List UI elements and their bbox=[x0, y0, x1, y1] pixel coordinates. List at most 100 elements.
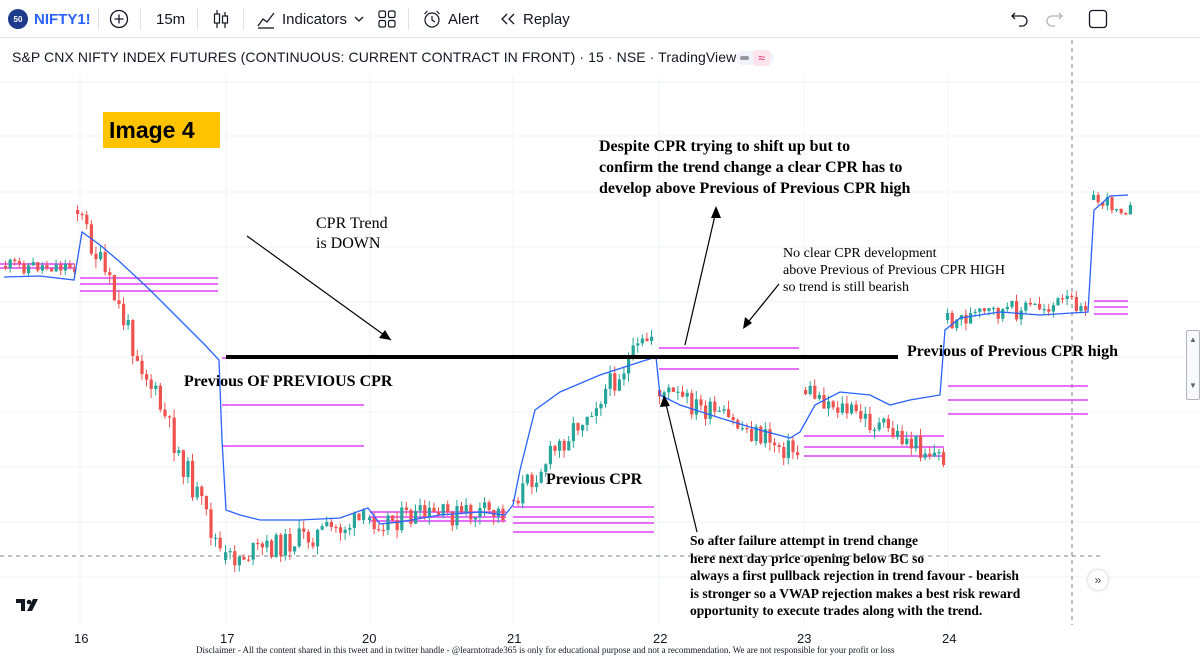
candle-body bbox=[631, 345, 635, 359]
candle-body bbox=[36, 262, 40, 271]
candle-body bbox=[745, 428, 749, 430]
candle-body bbox=[329, 521, 333, 527]
candle-body bbox=[613, 373, 617, 391]
arrow-head bbox=[711, 206, 721, 218]
candle-body bbox=[873, 429, 877, 431]
candle-body bbox=[311, 542, 315, 547]
candle-body bbox=[553, 445, 557, 451]
redo-icon bbox=[1046, 12, 1063, 27]
candle-body bbox=[786, 440, 790, 459]
despite-note: Despite CPR trying to shift up but to co… bbox=[599, 138, 911, 197]
candle-body bbox=[45, 265, 49, 269]
candle-body bbox=[671, 387, 675, 392]
disclaimer-text: Disclaimer - All the content shared in t… bbox=[196, 645, 895, 655]
candle-body bbox=[94, 253, 98, 260]
candle-body bbox=[8, 259, 12, 269]
chart-type-button[interactable] bbox=[212, 0, 230, 38]
chart-title: S&P CNX NIFTY INDEX FUTURES (CONTINUOUS:… bbox=[12, 49, 737, 65]
candle-body bbox=[27, 265, 31, 274]
candle-body bbox=[441, 504, 445, 516]
legend-toggle[interactable]: ≈ bbox=[736, 50, 774, 66]
candle-body bbox=[343, 529, 347, 533]
candle-body bbox=[868, 413, 872, 431]
replay-button[interactable]: Replay bbox=[499, 0, 570, 38]
candle-body bbox=[987, 308, 991, 312]
time-axis-label: 24 bbox=[942, 631, 957, 646]
toolbar-divider bbox=[197, 8, 198, 30]
candle-body bbox=[260, 543, 264, 548]
candle-body bbox=[754, 426, 758, 442]
arrow-head bbox=[743, 317, 752, 329]
candle-body bbox=[168, 416, 172, 418]
candle-body bbox=[567, 441, 571, 451]
price-chart[interactable] bbox=[0, 38, 1200, 632]
candle-body bbox=[608, 373, 612, 389]
toolbar-divider bbox=[98, 8, 99, 30]
candle-body bbox=[854, 404, 858, 412]
candle-body bbox=[822, 394, 826, 409]
candle-body bbox=[928, 453, 932, 457]
candle-body bbox=[112, 274, 116, 301]
interval-label: 15m bbox=[156, 10, 186, 28]
candle-body bbox=[17, 261, 21, 264]
candle-body bbox=[571, 423, 575, 442]
candle-body bbox=[736, 420, 740, 429]
compare-button[interactable] bbox=[109, 0, 129, 38]
candle-body bbox=[145, 374, 149, 380]
redo-button[interactable] bbox=[1046, 0, 1064, 38]
candle-body bbox=[727, 409, 731, 418]
annotation-arrow-cpr-trend bbox=[246, 235, 392, 341]
candle-body bbox=[302, 528, 306, 532]
candle-body bbox=[900, 430, 904, 445]
layout-grid-icon bbox=[378, 10, 396, 28]
scroll-to-realtime-button[interactable]: » bbox=[1088, 570, 1108, 590]
price-scale-scrollbar[interactable]: ▲ ▼ bbox=[1186, 330, 1200, 400]
candle-body bbox=[1124, 213, 1128, 215]
candle-body bbox=[544, 464, 548, 472]
candle-body bbox=[1128, 204, 1132, 215]
layout-button[interactable] bbox=[377, 0, 397, 38]
candle-body bbox=[722, 409, 726, 411]
fullscreen-button[interactable] bbox=[1088, 0, 1108, 38]
candle-body bbox=[117, 300, 121, 304]
candle-body bbox=[395, 520, 399, 531]
candle-body bbox=[487, 502, 491, 510]
indicators-dropdown[interactable] bbox=[354, 0, 364, 38]
candle-body bbox=[690, 392, 694, 415]
candle-body bbox=[982, 308, 986, 312]
candle-body bbox=[740, 428, 744, 430]
candle-body bbox=[368, 517, 372, 520]
candle-body bbox=[427, 507, 431, 517]
candle-body bbox=[717, 410, 721, 412]
candle-body bbox=[4, 266, 8, 269]
candle-body bbox=[996, 307, 1000, 319]
indicators-button[interactable]: Indicators bbox=[256, 0, 347, 38]
candle-body bbox=[279, 534, 283, 556]
candle-body bbox=[882, 418, 886, 423]
candle-body bbox=[650, 336, 654, 341]
annotation-arrow-despite bbox=[684, 210, 717, 346]
candle-body bbox=[676, 391, 680, 393]
candle-body bbox=[955, 319, 959, 329]
symbol-search-button[interactable]: 50 NIFTY1! bbox=[8, 0, 91, 38]
candle-body bbox=[796, 452, 800, 456]
candle-body bbox=[437, 511, 441, 516]
candle-body bbox=[804, 390, 808, 395]
alert-button[interactable]: Alert bbox=[422, 0, 479, 38]
candle-body bbox=[667, 387, 671, 393]
candle-body bbox=[140, 360, 144, 375]
tradingview-logo-icon[interactable] bbox=[14, 594, 42, 616]
candle-body bbox=[218, 537, 222, 549]
time-axis-label: 17 bbox=[220, 631, 235, 646]
candle-body bbox=[446, 504, 450, 513]
candle-body bbox=[233, 551, 237, 566]
candle-body bbox=[265, 540, 269, 548]
double-chevron-right-icon: » bbox=[1094, 573, 1102, 587]
candle-body bbox=[914, 435, 918, 449]
candle-body bbox=[827, 401, 831, 409]
candle-body bbox=[1105, 197, 1109, 206]
time-axis-label: 22 bbox=[653, 631, 668, 646]
undo-button[interactable] bbox=[1010, 0, 1028, 38]
interval-button[interactable]: 15m bbox=[156, 0, 185, 38]
candle-body bbox=[404, 507, 408, 510]
